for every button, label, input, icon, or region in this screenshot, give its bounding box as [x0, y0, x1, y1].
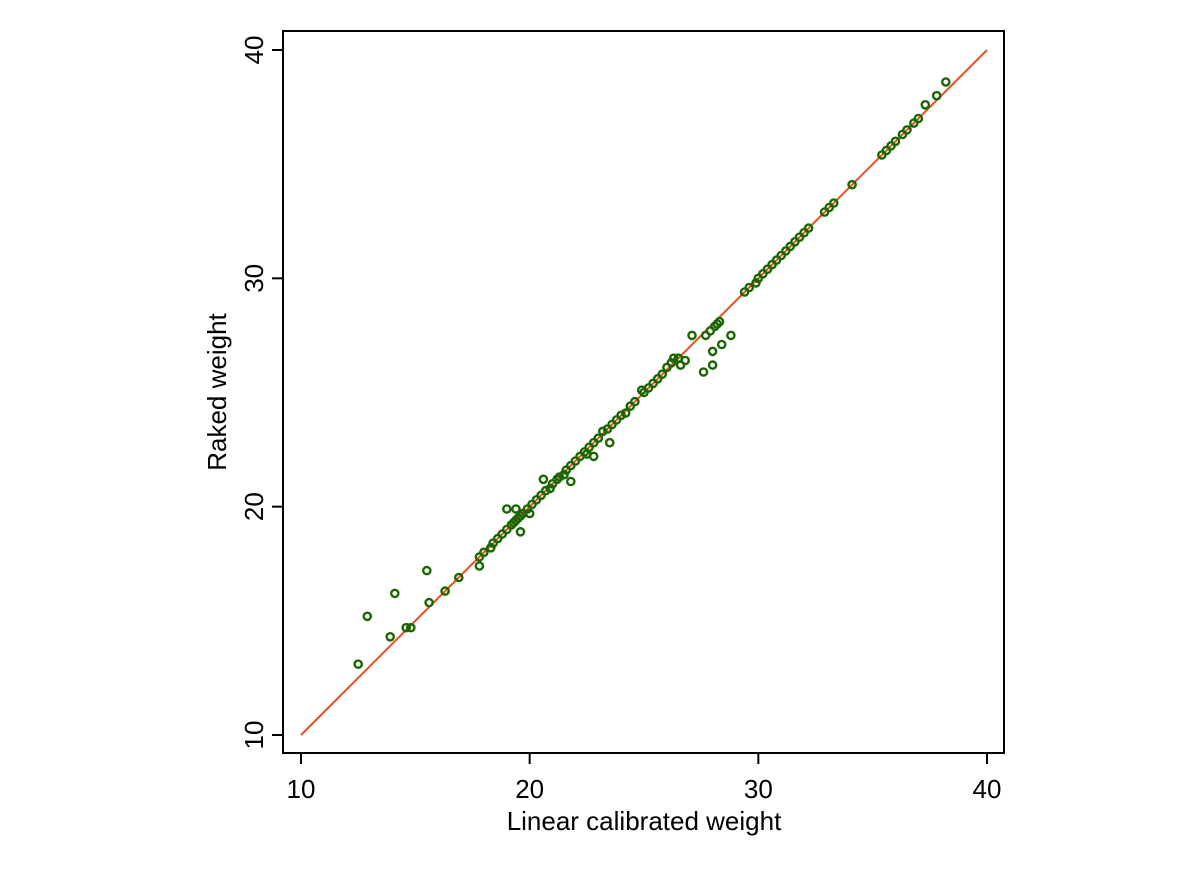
x-tick-label: 20: [515, 774, 544, 804]
data-point: [604, 437, 615, 448]
data-point: [920, 100, 931, 110]
data-point: [714, 316, 725, 327]
x-tick-label: 40: [973, 774, 1002, 804]
data-point: [353, 659, 364, 670]
x-tick-label: 30: [744, 774, 773, 804]
data-point: [501, 504, 512, 514]
data-points-layer: [353, 77, 951, 670]
data-point: [424, 597, 434, 608]
data-point: [847, 179, 857, 190]
data-point: [593, 433, 604, 444]
x-tick-label: 10: [287, 774, 316, 804]
data-point: [744, 282, 755, 293]
data-point: [668, 353, 679, 364]
data-point: [890, 136, 901, 147]
data-point: [421, 565, 432, 576]
data-point: [630, 396, 640, 407]
data-point: [385, 632, 396, 642]
data-point: [389, 588, 400, 599]
data-point: [440, 586, 450, 596]
data-point: [566, 476, 576, 487]
data-point: [913, 113, 924, 124]
data-point: [707, 360, 718, 370]
data-point: [657, 369, 668, 380]
x-axis-ticks: 10 20 30 40: [287, 753, 1002, 804]
data-point: [620, 408, 631, 418]
data-point: [687, 330, 697, 341]
data-point: [726, 330, 736, 341]
data-point: [829, 198, 839, 208]
data-point: [362, 611, 373, 622]
data-point: [401, 622, 412, 633]
y-axis-label: Raked weight: [202, 312, 232, 470]
data-point: [474, 561, 485, 571]
data-point: [707, 346, 718, 357]
data-point: [931, 90, 942, 101]
data-point: [902, 125, 912, 135]
y-tick-label: 20: [239, 492, 269, 521]
data-point: [803, 223, 814, 233]
data-point: [405, 622, 416, 633]
y-tick-label: 40: [239, 36, 269, 65]
y-tick-label: 30: [239, 264, 269, 293]
x-axis-label: Linear calibrated weight: [507, 806, 782, 836]
data-point: [515, 527, 526, 537]
data-point: [479, 547, 489, 558]
data-point: [716, 339, 727, 350]
data-point: [524, 508, 535, 519]
y-tick-label: 10: [239, 721, 269, 750]
data-point: [698, 367, 709, 377]
data-point: [538, 474, 549, 485]
data-point: [588, 451, 599, 462]
data-point: [453, 572, 464, 583]
data-point: [511, 504, 521, 514]
y-axis-ticks: 10 20 30 40: [239, 36, 283, 750]
data-point: [680, 355, 691, 366]
data-point: [941, 77, 951, 87]
